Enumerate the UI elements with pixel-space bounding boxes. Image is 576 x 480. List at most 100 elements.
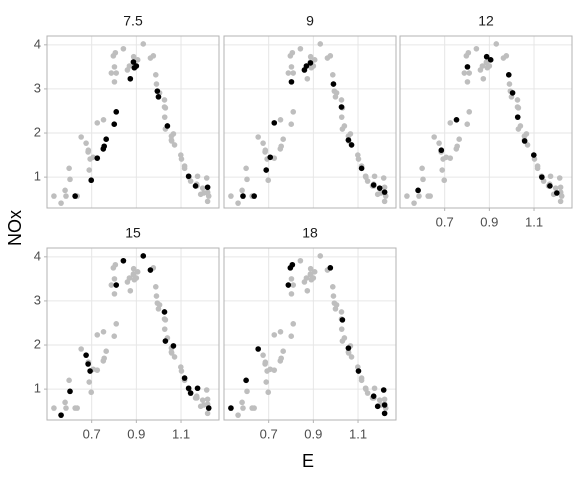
point bbox=[255, 346, 261, 352]
point bbox=[370, 182, 377, 188]
background-point bbox=[199, 185, 206, 191]
background-point bbox=[431, 134, 437, 140]
panel-border bbox=[46, 247, 220, 421]
point bbox=[327, 265, 334, 271]
point bbox=[170, 343, 177, 349]
background-point bbox=[63, 193, 69, 199]
point bbox=[155, 94, 162, 100]
background-point bbox=[416, 193, 422, 199]
background-point bbox=[239, 399, 245, 406]
background-point bbox=[203, 387, 210, 393]
background-point bbox=[113, 70, 120, 76]
background-point bbox=[194, 173, 201, 180]
background-point bbox=[307, 272, 314, 278]
background-point bbox=[51, 193, 57, 199]
background-point bbox=[130, 265, 137, 272]
point bbox=[162, 338, 169, 344]
background-point bbox=[74, 405, 80, 411]
background-point bbox=[235, 200, 241, 206]
background-point bbox=[311, 57, 318, 63]
background-point bbox=[307, 265, 314, 272]
background-point bbox=[317, 253, 324, 259]
y-tick-label: 2 bbox=[34, 336, 41, 351]
background-point bbox=[515, 105, 522, 111]
point bbox=[205, 405, 212, 411]
background-point bbox=[333, 302, 340, 308]
background-point bbox=[88, 389, 95, 396]
background-point bbox=[380, 175, 387, 181]
background-point bbox=[441, 177, 448, 184]
background-point bbox=[419, 165, 425, 172]
point bbox=[521, 138, 528, 144]
background-point bbox=[465, 49, 472, 56]
background-point bbox=[288, 333, 295, 340]
point bbox=[453, 116, 460, 123]
background-point bbox=[85, 149, 91, 155]
background-point bbox=[168, 138, 175, 144]
background-point bbox=[244, 176, 250, 183]
background-point bbox=[290, 282, 297, 288]
background-point bbox=[376, 397, 383, 403]
point bbox=[120, 257, 127, 264]
background-point bbox=[153, 293, 160, 299]
background-point bbox=[411, 200, 417, 206]
point bbox=[243, 377, 249, 384]
point bbox=[307, 60, 314, 66]
background-point bbox=[327, 53, 334, 59]
background-point bbox=[364, 390, 371, 396]
background-point bbox=[168, 133, 175, 139]
x-tick-label: 0.9 bbox=[127, 426, 145, 441]
background-point bbox=[126, 275, 133, 281]
point bbox=[345, 137, 352, 143]
background-point bbox=[140, 41, 147, 47]
background-point bbox=[240, 405, 246, 411]
point bbox=[101, 143, 107, 150]
background-point bbox=[280, 348, 286, 355]
point bbox=[113, 109, 120, 115]
y-tick-label: 4 bbox=[34, 248, 41, 263]
y-tick-label: 4 bbox=[34, 36, 41, 51]
background-point bbox=[364, 178, 371, 184]
background-point bbox=[454, 143, 460, 150]
background-point bbox=[466, 70, 473, 76]
facet-title: 9 bbox=[306, 13, 314, 29]
background-point bbox=[204, 410, 211, 417]
background-point bbox=[161, 326, 168, 332]
point bbox=[72, 193, 78, 199]
point bbox=[338, 104, 345, 110]
point bbox=[187, 390, 194, 396]
background-point bbox=[464, 79, 471, 85]
background-point bbox=[112, 49, 119, 56]
background-point bbox=[134, 57, 141, 63]
background-point bbox=[329, 72, 336, 78]
x-tick-label: 1.1 bbox=[172, 426, 190, 441]
background-point bbox=[108, 282, 115, 288]
background-point bbox=[493, 41, 500, 47]
point bbox=[164, 123, 171, 129]
background-point bbox=[244, 388, 250, 395]
background-point bbox=[348, 354, 355, 360]
panel-border bbox=[223, 35, 397, 209]
background-point bbox=[228, 193, 234, 199]
point bbox=[370, 393, 377, 399]
point bbox=[505, 72, 512, 78]
background-point bbox=[556, 175, 563, 181]
background-point bbox=[152, 72, 159, 78]
background-point bbox=[86, 379, 93, 385]
point bbox=[204, 184, 211, 191]
background-point bbox=[420, 176, 426, 183]
background-point bbox=[339, 126, 346, 132]
background-point bbox=[243, 165, 249, 172]
point bbox=[285, 282, 292, 288]
point bbox=[240, 193, 246, 199]
background-point bbox=[265, 389, 272, 396]
x-tick-label: 1.1 bbox=[349, 426, 367, 441]
background-point bbox=[439, 167, 446, 173]
background-point bbox=[333, 90, 340, 96]
background-point bbox=[113, 321, 120, 327]
point bbox=[539, 174, 545, 180]
point bbox=[133, 63, 140, 69]
background-point bbox=[304, 287, 311, 294]
